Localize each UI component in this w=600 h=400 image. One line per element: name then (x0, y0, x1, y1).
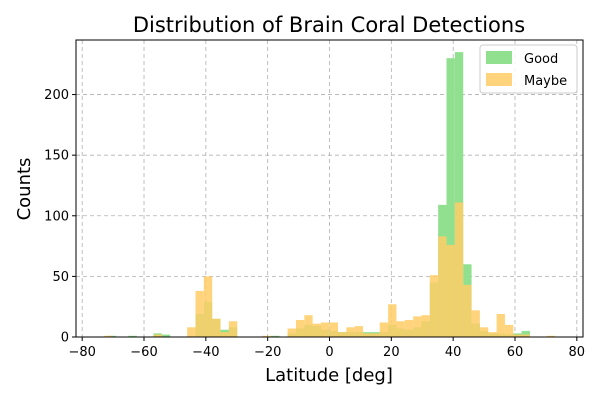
legend: Good Maybe (479, 44, 578, 94)
bar-maybe (304, 315, 313, 337)
legend-label-good: Good (524, 52, 558, 67)
legend-swatch-maybe (486, 73, 512, 86)
x-tick-label: 0 (325, 345, 333, 360)
x-tick-label: −20 (254, 345, 281, 360)
bar-maybe (329, 322, 338, 337)
bar-maybe (479, 327, 489, 337)
legend-swatch-good (486, 51, 512, 64)
bar-maybe (287, 328, 296, 337)
bar-maybe (454, 202, 464, 337)
bar-maybe (312, 323, 321, 337)
bar-maybe (496, 313, 505, 337)
bar-maybe (421, 315, 430, 337)
ticks-layer: −80 −60 −40 −20 0 20 40 60 80 0 50 100 150 200 (44, 88, 585, 360)
x-axis-label: Latitude [deg] (265, 365, 393, 386)
bar-maybe (396, 321, 405, 337)
bar-maybe (371, 333, 380, 337)
x-tick-label: 60 (507, 345, 524, 360)
bar-maybe (388, 304, 397, 337)
bar-maybe (354, 326, 364, 337)
bar-maybe (521, 334, 530, 337)
bar-maybe (262, 335, 271, 337)
legend-label-maybe: Maybe (524, 74, 567, 89)
y-tick-label: 200 (44, 88, 69, 103)
y-tick-label: 50 (52, 270, 69, 285)
bar-good (521, 330, 530, 337)
bar-maybe (212, 318, 221, 337)
x-tick-label: 80 (569, 345, 586, 360)
y-tick-label: 150 (44, 149, 69, 164)
bar-maybe (446, 244, 455, 337)
bar-maybe (220, 332, 229, 337)
bar-good (161, 334, 171, 337)
bar-maybe (203, 276, 213, 337)
y-axis-label: Counts (14, 158, 35, 221)
bar-maybe (546, 335, 556, 337)
bar-maybe (379, 322, 389, 337)
bar-maybe (488, 332, 497, 337)
y-tick-label: 0 (61, 331, 69, 346)
x-tick-label: −60 (130, 345, 157, 360)
bar-maybe (321, 322, 330, 337)
x-tick-label: −40 (192, 345, 219, 360)
bar-maybe (103, 335, 113, 337)
y-tick-label: 100 (44, 209, 69, 224)
bar-maybe (228, 321, 238, 337)
x-tick-label: 20 (383, 345, 400, 360)
bar-maybe (429, 275, 439, 337)
x-tick-label: −80 (68, 345, 95, 360)
bar-good (454, 52, 464, 338)
bar-maybe (338, 332, 347, 337)
bar-maybe (363, 333, 372, 337)
bar-maybe (404, 320, 414, 337)
bars-layer (103, 52, 556, 338)
bar-maybe (346, 327, 355, 337)
bar-maybe (413, 316, 422, 337)
bar-good (270, 335, 280, 337)
bar-good (128, 335, 137, 337)
x-tick-label: 40 (445, 345, 462, 360)
bar-maybe (438, 236, 447, 337)
bar-maybe (187, 327, 196, 337)
bar-good (446, 58, 455, 338)
bar-maybe (295, 320, 305, 337)
bar-maybe (195, 290, 204, 337)
bar-maybe (504, 324, 514, 337)
bar-maybe (153, 334, 163, 337)
bar-maybe (463, 284, 472, 337)
bar-maybe (513, 334, 522, 337)
chart-title: Distribution of Brain Coral Detections (133, 13, 525, 37)
bar-maybe (471, 310, 480, 337)
